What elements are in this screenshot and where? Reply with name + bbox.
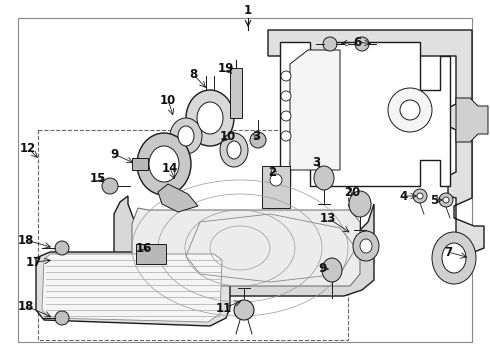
Circle shape [323,37,337,51]
Circle shape [281,111,291,121]
Circle shape [388,88,432,132]
Circle shape [417,193,423,199]
Text: 11: 11 [216,302,232,315]
Text: 8: 8 [189,68,197,81]
Text: 20: 20 [344,185,360,198]
Text: 3: 3 [312,156,320,168]
Polygon shape [280,42,450,186]
Circle shape [281,91,291,101]
Ellipse shape [432,232,476,284]
Ellipse shape [314,166,334,190]
Ellipse shape [170,118,202,154]
Bar [230,68,242,118]
Circle shape [281,131,291,141]
Text: 7: 7 [444,246,452,258]
Text: 14: 14 [162,162,178,175]
Text: 16: 16 [136,242,152,255]
Text: 18: 18 [18,300,34,312]
Ellipse shape [137,133,191,195]
Polygon shape [36,252,230,326]
Ellipse shape [360,239,372,253]
Circle shape [250,132,266,148]
Text: 4: 4 [400,189,408,202]
Circle shape [281,71,291,81]
Circle shape [55,311,69,325]
Bar [136,244,166,264]
Ellipse shape [442,243,466,273]
Text: 10: 10 [160,94,176,107]
Circle shape [102,178,118,194]
Text: 3: 3 [252,130,260,143]
Polygon shape [132,208,360,286]
Circle shape [439,193,453,207]
Circle shape [355,37,369,51]
Text: 1: 1 [244,4,252,17]
Text: 6: 6 [353,36,361,49]
Ellipse shape [149,146,179,182]
Circle shape [413,189,427,203]
Text: 9: 9 [318,261,326,274]
Text: 17: 17 [26,256,42,269]
Text: 9: 9 [110,148,118,161]
Circle shape [443,197,449,203]
Circle shape [270,174,282,186]
Ellipse shape [220,133,248,167]
Polygon shape [456,98,488,142]
Polygon shape [114,196,374,296]
Bar [38,130,348,340]
Circle shape [55,241,69,255]
Circle shape [234,300,254,320]
Ellipse shape [353,231,379,261]
Text: 19: 19 [218,62,234,75]
Polygon shape [290,50,340,170]
Ellipse shape [322,258,342,282]
Ellipse shape [186,90,234,146]
Bar [132,158,148,170]
Text: 5: 5 [430,194,438,207]
Polygon shape [158,184,198,212]
Circle shape [400,100,420,120]
Polygon shape [268,30,484,252]
Text: 2: 2 [268,166,276,179]
Text: 10: 10 [220,130,236,143]
Ellipse shape [178,126,194,146]
Text: 18: 18 [18,234,34,247]
Ellipse shape [349,191,371,217]
Bar [262,166,290,208]
Polygon shape [42,254,222,322]
Text: 15: 15 [90,171,106,184]
Text: 12: 12 [20,141,36,154]
Text: 13: 13 [320,211,336,225]
Ellipse shape [227,141,241,159]
Ellipse shape [197,102,223,134]
